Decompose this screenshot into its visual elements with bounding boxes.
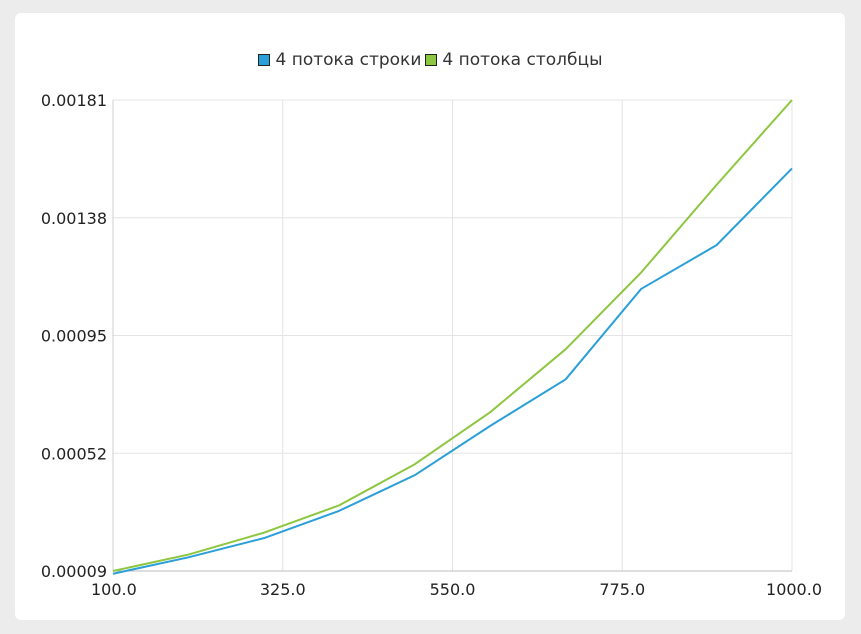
legend-label-series-1: 4 потока строки [275, 50, 422, 70]
x-tick-label: 1000.0 [766, 580, 822, 599]
chart-legend: 4 потока строки 4 потока столбцы [0, 50, 861, 70]
y-tick-label: 0.00138 [41, 209, 107, 228]
x-tick-label: 325.0 [260, 580, 306, 599]
series-line-1 [112, 167, 793, 575]
legend-label-series-2: 4 потока столбцы [442, 50, 603, 70]
y-tick-label: 0.00052 [41, 444, 107, 463]
legend-swatch-series-1 [258, 54, 271, 66]
legend-swatch-series-2 [425, 54, 438, 66]
x-tick-label: 550.0 [430, 580, 476, 599]
y-tick-label: 0.00181 [41, 91, 107, 110]
legend-item-series-1[interactable]: 4 потока строки [258, 50, 421, 70]
legend-item-series-2[interactable]: 4 потока столбцы [425, 50, 603, 70]
y-tick-label: 0.00009 [41, 562, 107, 581]
series-line-2 [112, 99, 793, 572]
y-tick-label: 0.00095 [41, 327, 107, 346]
x-tick-label: 100.0 [91, 580, 137, 599]
chart-card [15, 13, 845, 620]
x-tick-label: 775.0 [599, 580, 645, 599]
